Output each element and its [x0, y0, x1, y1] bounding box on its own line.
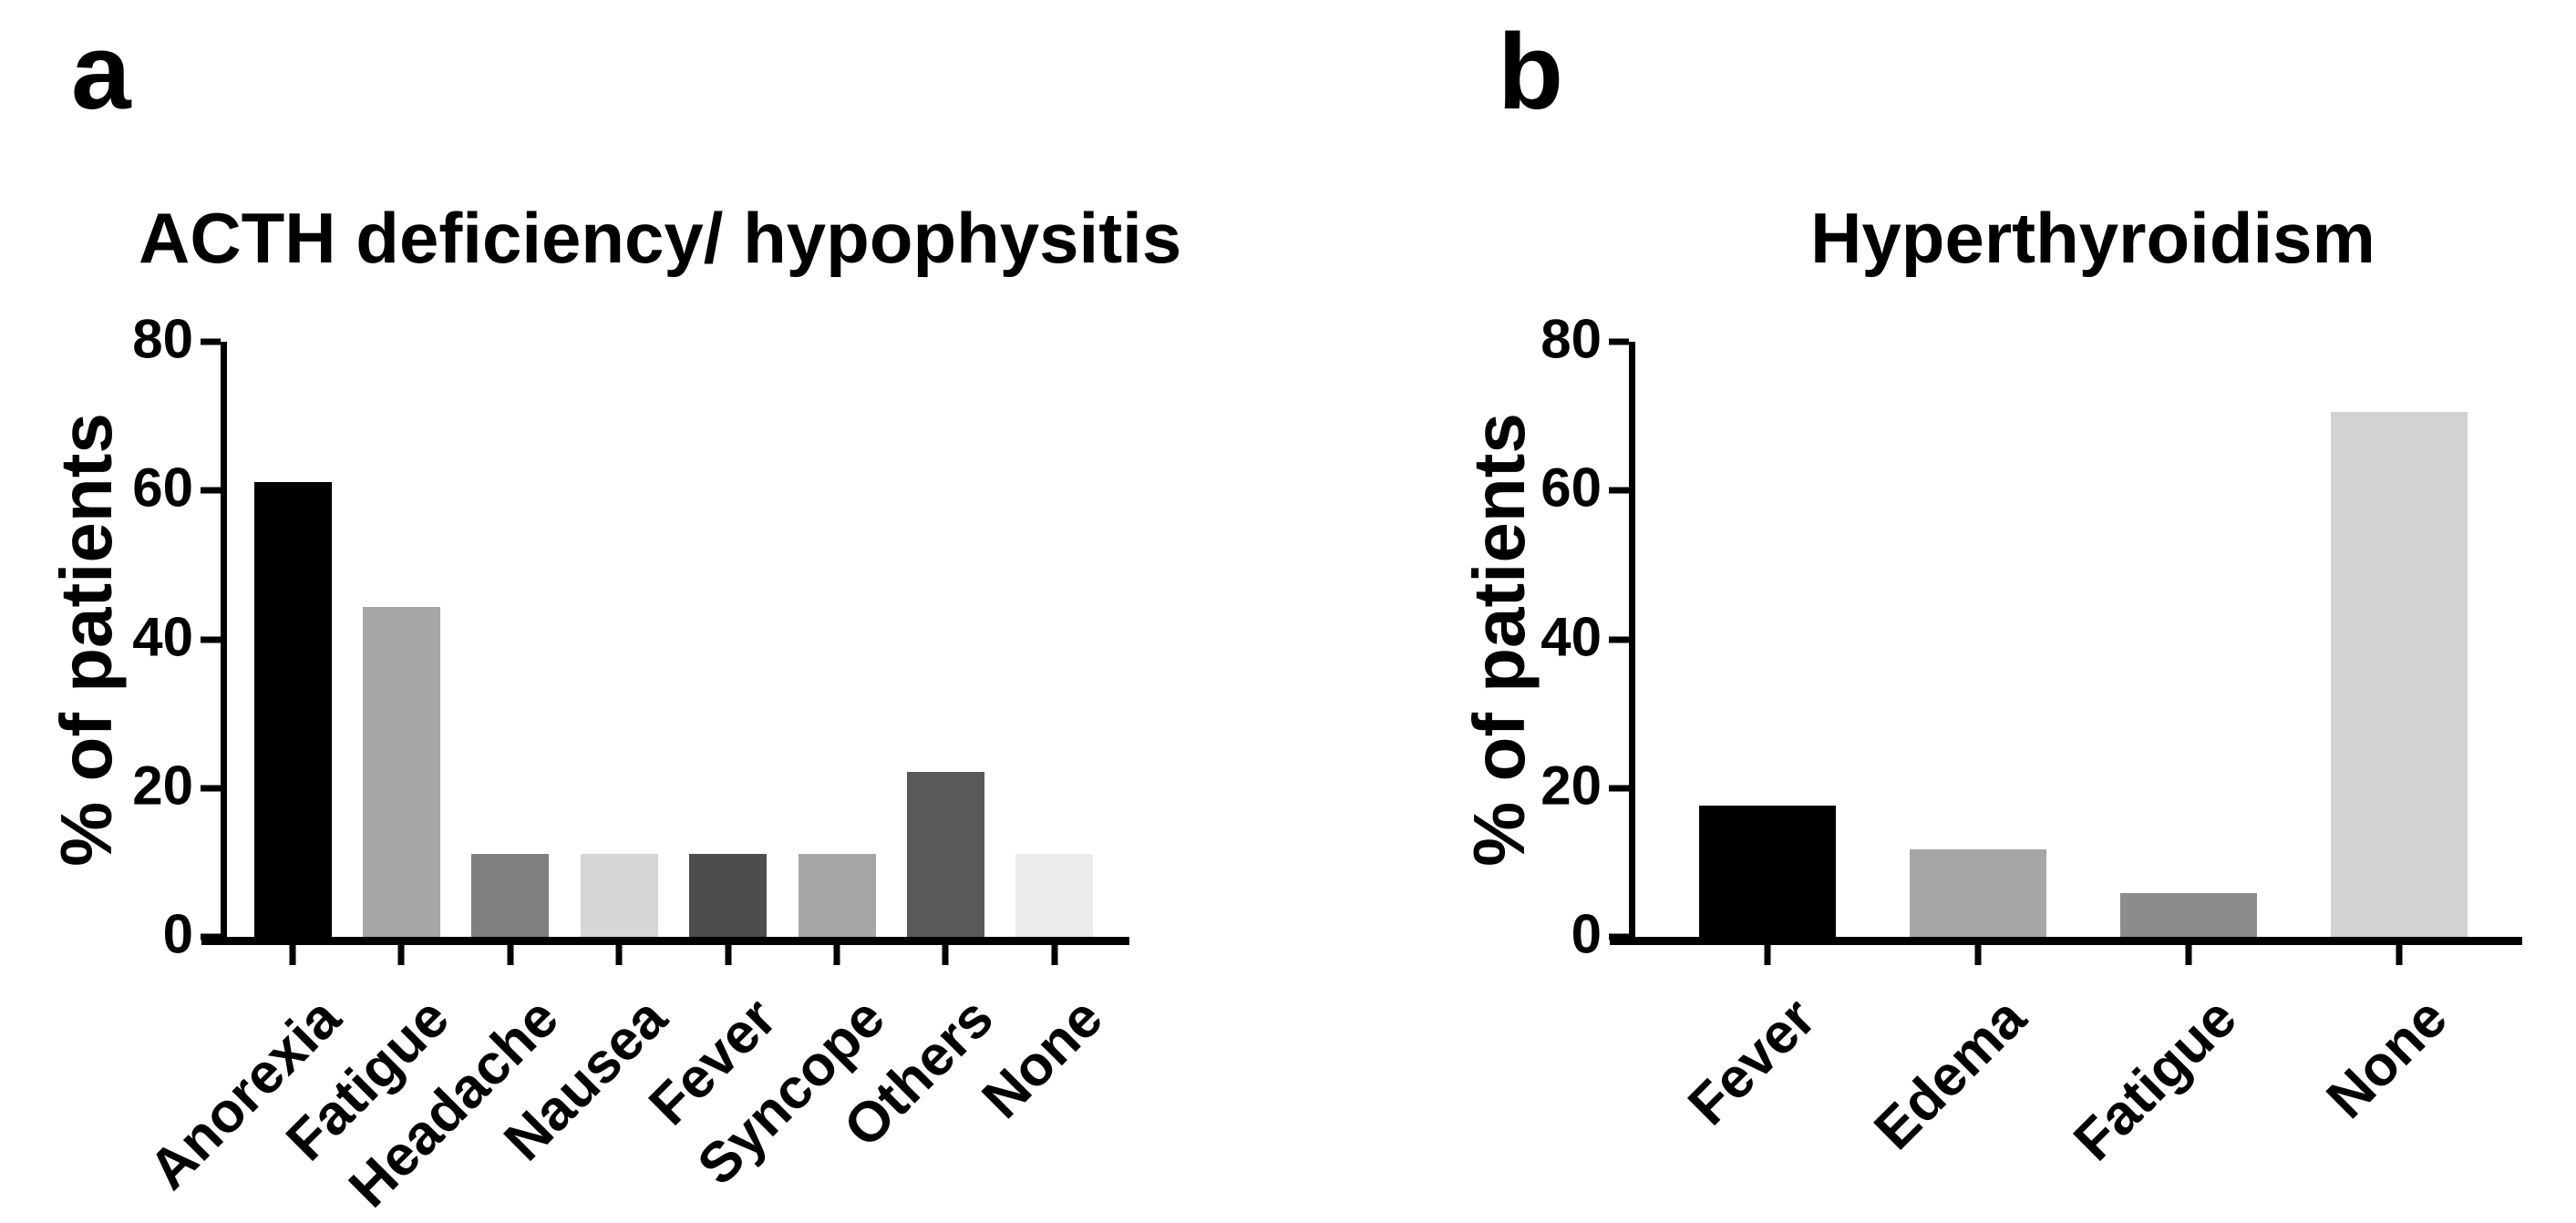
- bar-fatigue: [2120, 892, 2257, 937]
- y-tick-label: 60: [132, 457, 193, 519]
- x-tick-mark: [2185, 945, 2192, 965]
- bar-anorexia: [253, 482, 332, 937]
- y-tick-label: 0: [1571, 903, 1602, 965]
- bar-edema: [1910, 848, 2046, 937]
- y-tick-mark: [1609, 636, 1629, 642]
- y-tick-mark: [1609, 933, 1629, 940]
- x-axis-label-fatigue: Fatigue: [2062, 986, 2249, 1173]
- panel-letter-a: a: [71, 12, 131, 132]
- y-tick-label: 80: [132, 308, 193, 370]
- x-axis-label-none: None: [2314, 986, 2459, 1131]
- y-tick-label: 20: [1540, 755, 1602, 817]
- y-tick-mark: [1609, 338, 1629, 345]
- x-tick-mark: [833, 945, 840, 965]
- bar-fever: [689, 854, 768, 937]
- y-tick-label: 0: [162, 903, 193, 965]
- bar-none: [2331, 411, 2468, 937]
- y-tick-label: 40: [1540, 606, 1602, 668]
- x-tick-mark: [1974, 945, 1982, 965]
- panel-letter-b: b: [1498, 12, 1564, 132]
- chart-title-hyperthyroidism: Hyperthyroidism: [1810, 198, 2375, 278]
- x-axis-label-fever: Fever: [1676, 986, 1828, 1137]
- bar-none: [1015, 854, 1094, 937]
- x-tick-mark: [615, 945, 623, 965]
- x-axis-label-edema: Edema: [1862, 986, 2038, 1162]
- bar-fever: [1699, 806, 1836, 937]
- x-tick-mark: [289, 945, 296, 965]
- y-tick-mark: [1609, 785, 1629, 792]
- y-tick-label: 40: [132, 606, 193, 668]
- y-tick-mark: [201, 338, 221, 345]
- bar-headache: [471, 854, 550, 937]
- chart-title-acth: ACTH deficiency/ hypophysitis: [139, 198, 1182, 278]
- y-tick-label: 20: [132, 755, 193, 817]
- bar-others: [906, 771, 984, 937]
- y-tick-label: 80: [1540, 308, 1602, 370]
- y-tick-mark: [201, 785, 221, 792]
- bar-fatigue: [362, 606, 440, 937]
- x-tick-mark: [397, 945, 405, 965]
- x-tick-mark: [1764, 945, 1771, 965]
- x-tick-mark: [507, 945, 514, 965]
- x-tick-mark: [725, 945, 732, 965]
- y-tick-mark: [1609, 487, 1629, 494]
- y-tick-mark: [201, 636, 221, 642]
- y-tick-mark: [201, 487, 221, 494]
- x-tick-mark: [2396, 945, 2403, 965]
- y-axis-label: % of patients: [1458, 413, 1540, 867]
- x-tick-mark: [1051, 945, 1058, 965]
- x-tick-mark: [942, 945, 949, 965]
- bar-nausea: [580, 854, 658, 937]
- bar-syncope: [798, 854, 876, 937]
- y-tick-label: 60: [1540, 457, 1602, 519]
- plot-area-hyperthyroidism: 0 20 40 60 80 Fever Edema Fatigue None: [1540, 312, 2522, 1173]
- plot-area-acth: 0 20 40 60 80 Anorexia Fatigue Headache Nausea Fe…: [132, 312, 1129, 1219]
